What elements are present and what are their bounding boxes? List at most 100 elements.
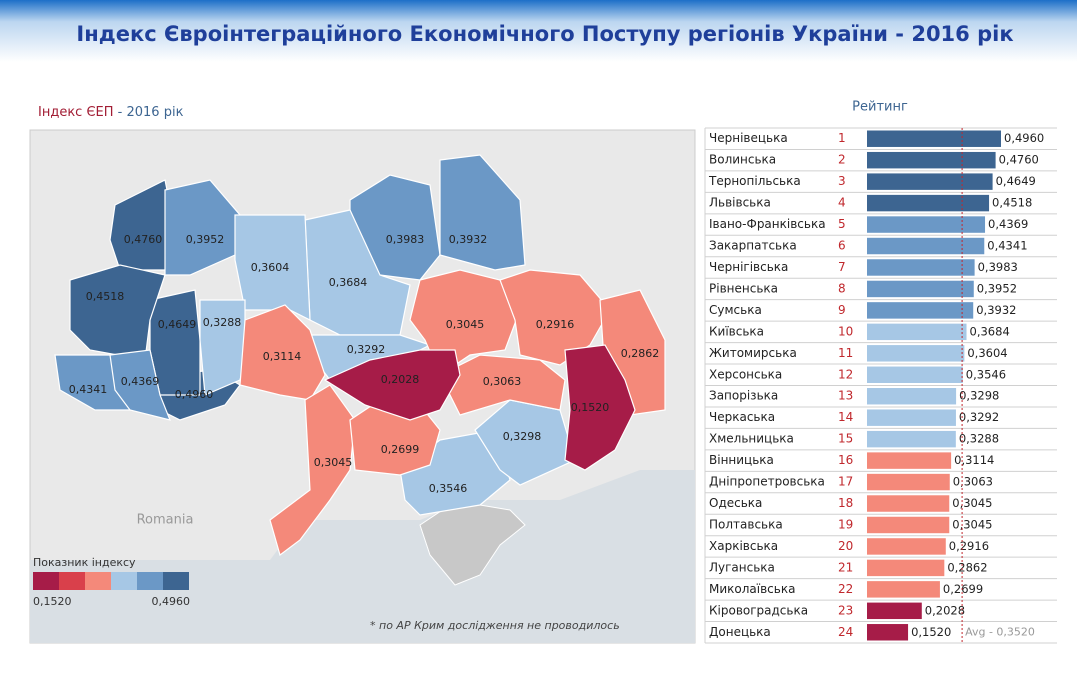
region-name: Миколаївська [709, 582, 795, 596]
legend-swatch [137, 572, 163, 590]
rank: 14 [838, 410, 853, 424]
region [304, 209, 411, 336]
bar [867, 216, 986, 233]
region-label: 0,1520 [571, 401, 610, 414]
value-label: 0,4341 [987, 239, 1027, 253]
region-name: Закарпатська [709, 239, 797, 253]
chart-title: Рейтинг [852, 100, 908, 115]
region-label: 0,2916 [536, 318, 575, 331]
region-label: 0,3546 [429, 482, 468, 495]
region-name: Сумська [709, 303, 762, 317]
region-name: Івано-Франківська [709, 217, 826, 231]
rank: 12 [838, 367, 853, 381]
region-label: 0,4341 [69, 383, 108, 396]
value-label: 0,2862 [947, 560, 987, 574]
value-label: 0,3063 [953, 475, 993, 489]
value-label: 0,2699 [943, 582, 983, 596]
legend-swatch [85, 572, 111, 590]
bar [867, 323, 967, 341]
region-label: 0,3292 [347, 343, 386, 356]
bar [867, 194, 990, 212]
value-label: 0,4649 [996, 174, 1036, 188]
rating-table: Чернівецька 1 0,4960 Волинська 2 0,4760 Терноп… [704, 127, 1057, 644]
bar [867, 259, 975, 276]
rank: 10 [838, 324, 853, 338]
bar [867, 388, 957, 405]
bar [867, 345, 965, 362]
bar [867, 366, 963, 383]
map-regions: 0,4960 0,4760 0,4649 0,4518 0,4369 0,4341 0,39… [54, 154, 666, 557]
rank: 20 [838, 539, 853, 553]
region-label: 0,3114 [263, 350, 302, 363]
region [239, 304, 326, 401]
region-name: Запорізька [709, 389, 778, 403]
value-label: 0,3045 [952, 517, 992, 531]
legend-title: Показник індексу [33, 556, 136, 569]
region-name: Львівська [709, 196, 771, 210]
map-title: Індекс ЄЕП - 2016 рік [38, 105, 184, 120]
value-label: 0,3288 [959, 432, 999, 446]
rank: 2 [838, 153, 846, 167]
rank: 13 [838, 389, 853, 403]
region [54, 354, 132, 411]
bar [867, 473, 950, 491]
region-label: 0,3063 [483, 375, 522, 388]
region [439, 154, 526, 271]
region-label: 0,3932 [449, 233, 488, 246]
rank: 11 [838, 346, 853, 360]
region-label: 0,4960 [175, 388, 214, 401]
region-label: 0,4760 [124, 233, 163, 246]
region-name: Київська [709, 324, 764, 338]
bar [867, 538, 946, 555]
region-label: 0,3288 [203, 316, 242, 329]
region-name: Чернівецька [709, 131, 788, 145]
bar [867, 516, 950, 534]
legend-max: 0,4960 [152, 595, 191, 608]
value-label: 0,2028 [925, 603, 965, 617]
bar [867, 237, 985, 255]
region-label: 0,2028 [381, 373, 420, 386]
region [439, 354, 566, 416]
region-name: Волинська [709, 153, 776, 167]
region [269, 384, 356, 557]
region-name: Херсонська [709, 367, 782, 381]
region-name: Одеська [709, 496, 762, 510]
map-title-part: - 2016 рік [114, 105, 184, 120]
region-label: 0,3045 [446, 318, 485, 331]
rank: 9 [838, 303, 846, 317]
region [499, 269, 611, 366]
region-label: 0,3045 [314, 456, 353, 469]
legend-swatch [111, 572, 137, 590]
legend-swatch [59, 572, 85, 590]
region-label: 0,4369 [121, 375, 160, 388]
region [564, 344, 636, 471]
region-name: Чернігівська [709, 260, 788, 274]
legend: 0,1520 0,4960 [33, 572, 190, 608]
rank: 17 [838, 475, 853, 489]
rank: 21 [838, 560, 853, 574]
value-label: 0,3546 [966, 367, 1006, 381]
rank: 22 [838, 582, 853, 596]
bar [867, 409, 956, 426]
region-name: Луганська [709, 560, 775, 574]
rank: 7 [838, 260, 846, 274]
rank: 8 [838, 281, 846, 295]
rank: 4 [838, 196, 846, 210]
value-label: 0,4369 [988, 217, 1028, 231]
rank: 18 [838, 496, 853, 510]
region-label: 0,3298 [503, 430, 542, 443]
region-name: Полтавська [709, 517, 783, 531]
average-label: Avg - 0,3520 [965, 625, 1035, 638]
rank: 1 [838, 131, 846, 145]
region-name: Вінницька [709, 453, 774, 467]
page-title: Індекс Євроінтеграційного Економічного П… [76, 22, 1013, 46]
region-name: Черкаська [709, 410, 775, 424]
region-name: Хмельницька [709, 432, 794, 446]
region-label: 0,3983 [386, 233, 425, 246]
region [69, 264, 166, 361]
region [323, 349, 461, 421]
bar [867, 452, 952, 469]
region [199, 299, 246, 396]
value-label: 0,3983 [978, 260, 1018, 274]
